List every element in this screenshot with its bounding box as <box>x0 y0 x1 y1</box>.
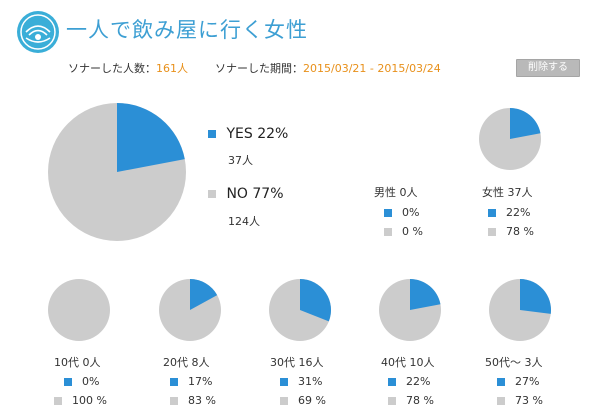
age30-pie-chart <box>269 279 331 341</box>
age20-yes-value: 17% <box>188 375 213 388</box>
period-label: ソナーした期間： <box>215 62 303 75</box>
female-pie-chart <box>479 108 541 170</box>
female-yes-row: 22% <box>488 206 530 219</box>
delete-button[interactable]: 削除する <box>516 59 580 77</box>
age40-no-value: 78 % <box>406 394 434 407</box>
age10-no-value: 100 % <box>72 394 107 407</box>
age20-no-row: 83 % <box>170 394 216 407</box>
yes-swatch <box>388 378 396 386</box>
female-no-value: 78 % <box>506 225 534 238</box>
female-yes-value: 22% <box>506 206 531 219</box>
age20-yes-slice <box>190 279 218 310</box>
yes-swatch <box>280 378 288 386</box>
male-no-row: 0 % <box>384 225 423 238</box>
legend-no-text: NO 77% <box>226 186 284 202</box>
male-yes-value: 0% <box>402 206 420 219</box>
age10-title: 10代 0人 <box>54 356 101 369</box>
age10-no-row: 100 % <box>54 394 107 407</box>
overall-pie-chart <box>48 103 186 241</box>
legend-yes-swatch <box>208 130 216 138</box>
no-swatch <box>497 397 505 405</box>
age20-title: 20代 8人 <box>163 356 210 369</box>
yes-swatch <box>64 378 72 386</box>
age10-yes-row: 0% <box>64 375 99 388</box>
female-title: 女性 37人 <box>482 186 533 199</box>
no-swatch <box>388 397 396 405</box>
female-no-row: 78 % <box>488 225 534 238</box>
age50-yes-value: 27% <box>515 375 540 388</box>
period-value: 2015/03/21 - 2015/03/24 <box>303 62 441 75</box>
female-yes-slice <box>510 108 541 139</box>
age30-title: 30代 16人 <box>270 356 324 369</box>
no-swatch <box>488 228 496 236</box>
age50-yes-slice <box>520 279 551 314</box>
overall-yes-slice <box>117 103 185 172</box>
age30-yes-slice <box>300 279 331 322</box>
age30-no-value: 69 % <box>298 394 326 407</box>
age20-pie-chart <box>159 279 221 341</box>
age50-pie-chart <box>489 279 551 341</box>
male-yes-row: 0% <box>384 206 419 219</box>
male-no-value: 0 % <box>402 225 423 238</box>
age40-yes-row: 22% <box>388 375 430 388</box>
period-info: ソナーした期間：2015/03/21 - 2015/03/24 <box>215 60 441 76</box>
age30-no-row: 69 % <box>280 394 326 407</box>
yes-swatch <box>488 209 496 217</box>
yes-swatch <box>384 209 392 217</box>
yes-swatch <box>170 378 178 386</box>
legend-no: NO 77% <box>208 186 284 202</box>
legend-yes-text: YES 22% <box>226 126 289 142</box>
age10-yes-value: 0% <box>82 375 100 388</box>
age20-no-value: 83 % <box>188 394 216 407</box>
respondents-value: 161人 <box>156 62 188 75</box>
legend-yes: YES 22% <box>208 126 288 142</box>
age20-yes-row: 17% <box>170 375 212 388</box>
legend-yes-count: 37人 <box>228 154 253 167</box>
age50-no-row: 73 % <box>497 394 543 407</box>
no-swatch <box>54 397 62 405</box>
age10-pie-chart <box>48 279 110 341</box>
no-swatch <box>384 228 392 236</box>
male-title: 男性 0人 <box>374 186 418 199</box>
age40-yes-value: 22% <box>406 375 431 388</box>
no-swatch <box>280 397 288 405</box>
respondents-label: ソナーした人数： <box>68 62 156 75</box>
respondents-info: ソナーした人数：161人 <box>68 60 188 76</box>
sonar-logo-icon <box>17 11 59 53</box>
age40-title: 40代 10人 <box>381 356 435 369</box>
age40-no-row: 78 % <box>388 394 434 407</box>
age30-yes-value: 31% <box>298 375 323 388</box>
age30-yes-row: 31% <box>280 375 322 388</box>
yes-swatch <box>497 378 505 386</box>
legend-no-swatch <box>208 190 216 198</box>
legend-no-count: 124人 <box>228 215 260 228</box>
age10-no-slice <box>48 279 110 341</box>
age50-no-value: 73 % <box>515 394 543 407</box>
age40-yes-slice <box>410 279 441 310</box>
age50-yes-row: 27% <box>497 375 539 388</box>
age40-pie-chart <box>379 279 441 341</box>
age50-title: 50代～ 3人 <box>485 356 543 369</box>
no-swatch <box>170 397 178 405</box>
page-title: 一人で飲み屋に行く女性 <box>66 18 308 42</box>
